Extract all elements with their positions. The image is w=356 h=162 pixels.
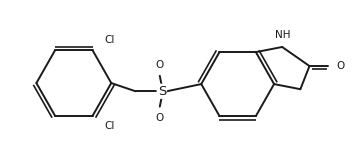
Text: Cl: Cl xyxy=(105,35,115,45)
Text: O: O xyxy=(337,61,345,71)
Text: NH: NH xyxy=(276,30,291,40)
Text: O: O xyxy=(156,113,164,123)
Text: O: O xyxy=(156,60,164,70)
Text: S: S xyxy=(158,85,166,98)
Text: Cl: Cl xyxy=(105,121,115,131)
